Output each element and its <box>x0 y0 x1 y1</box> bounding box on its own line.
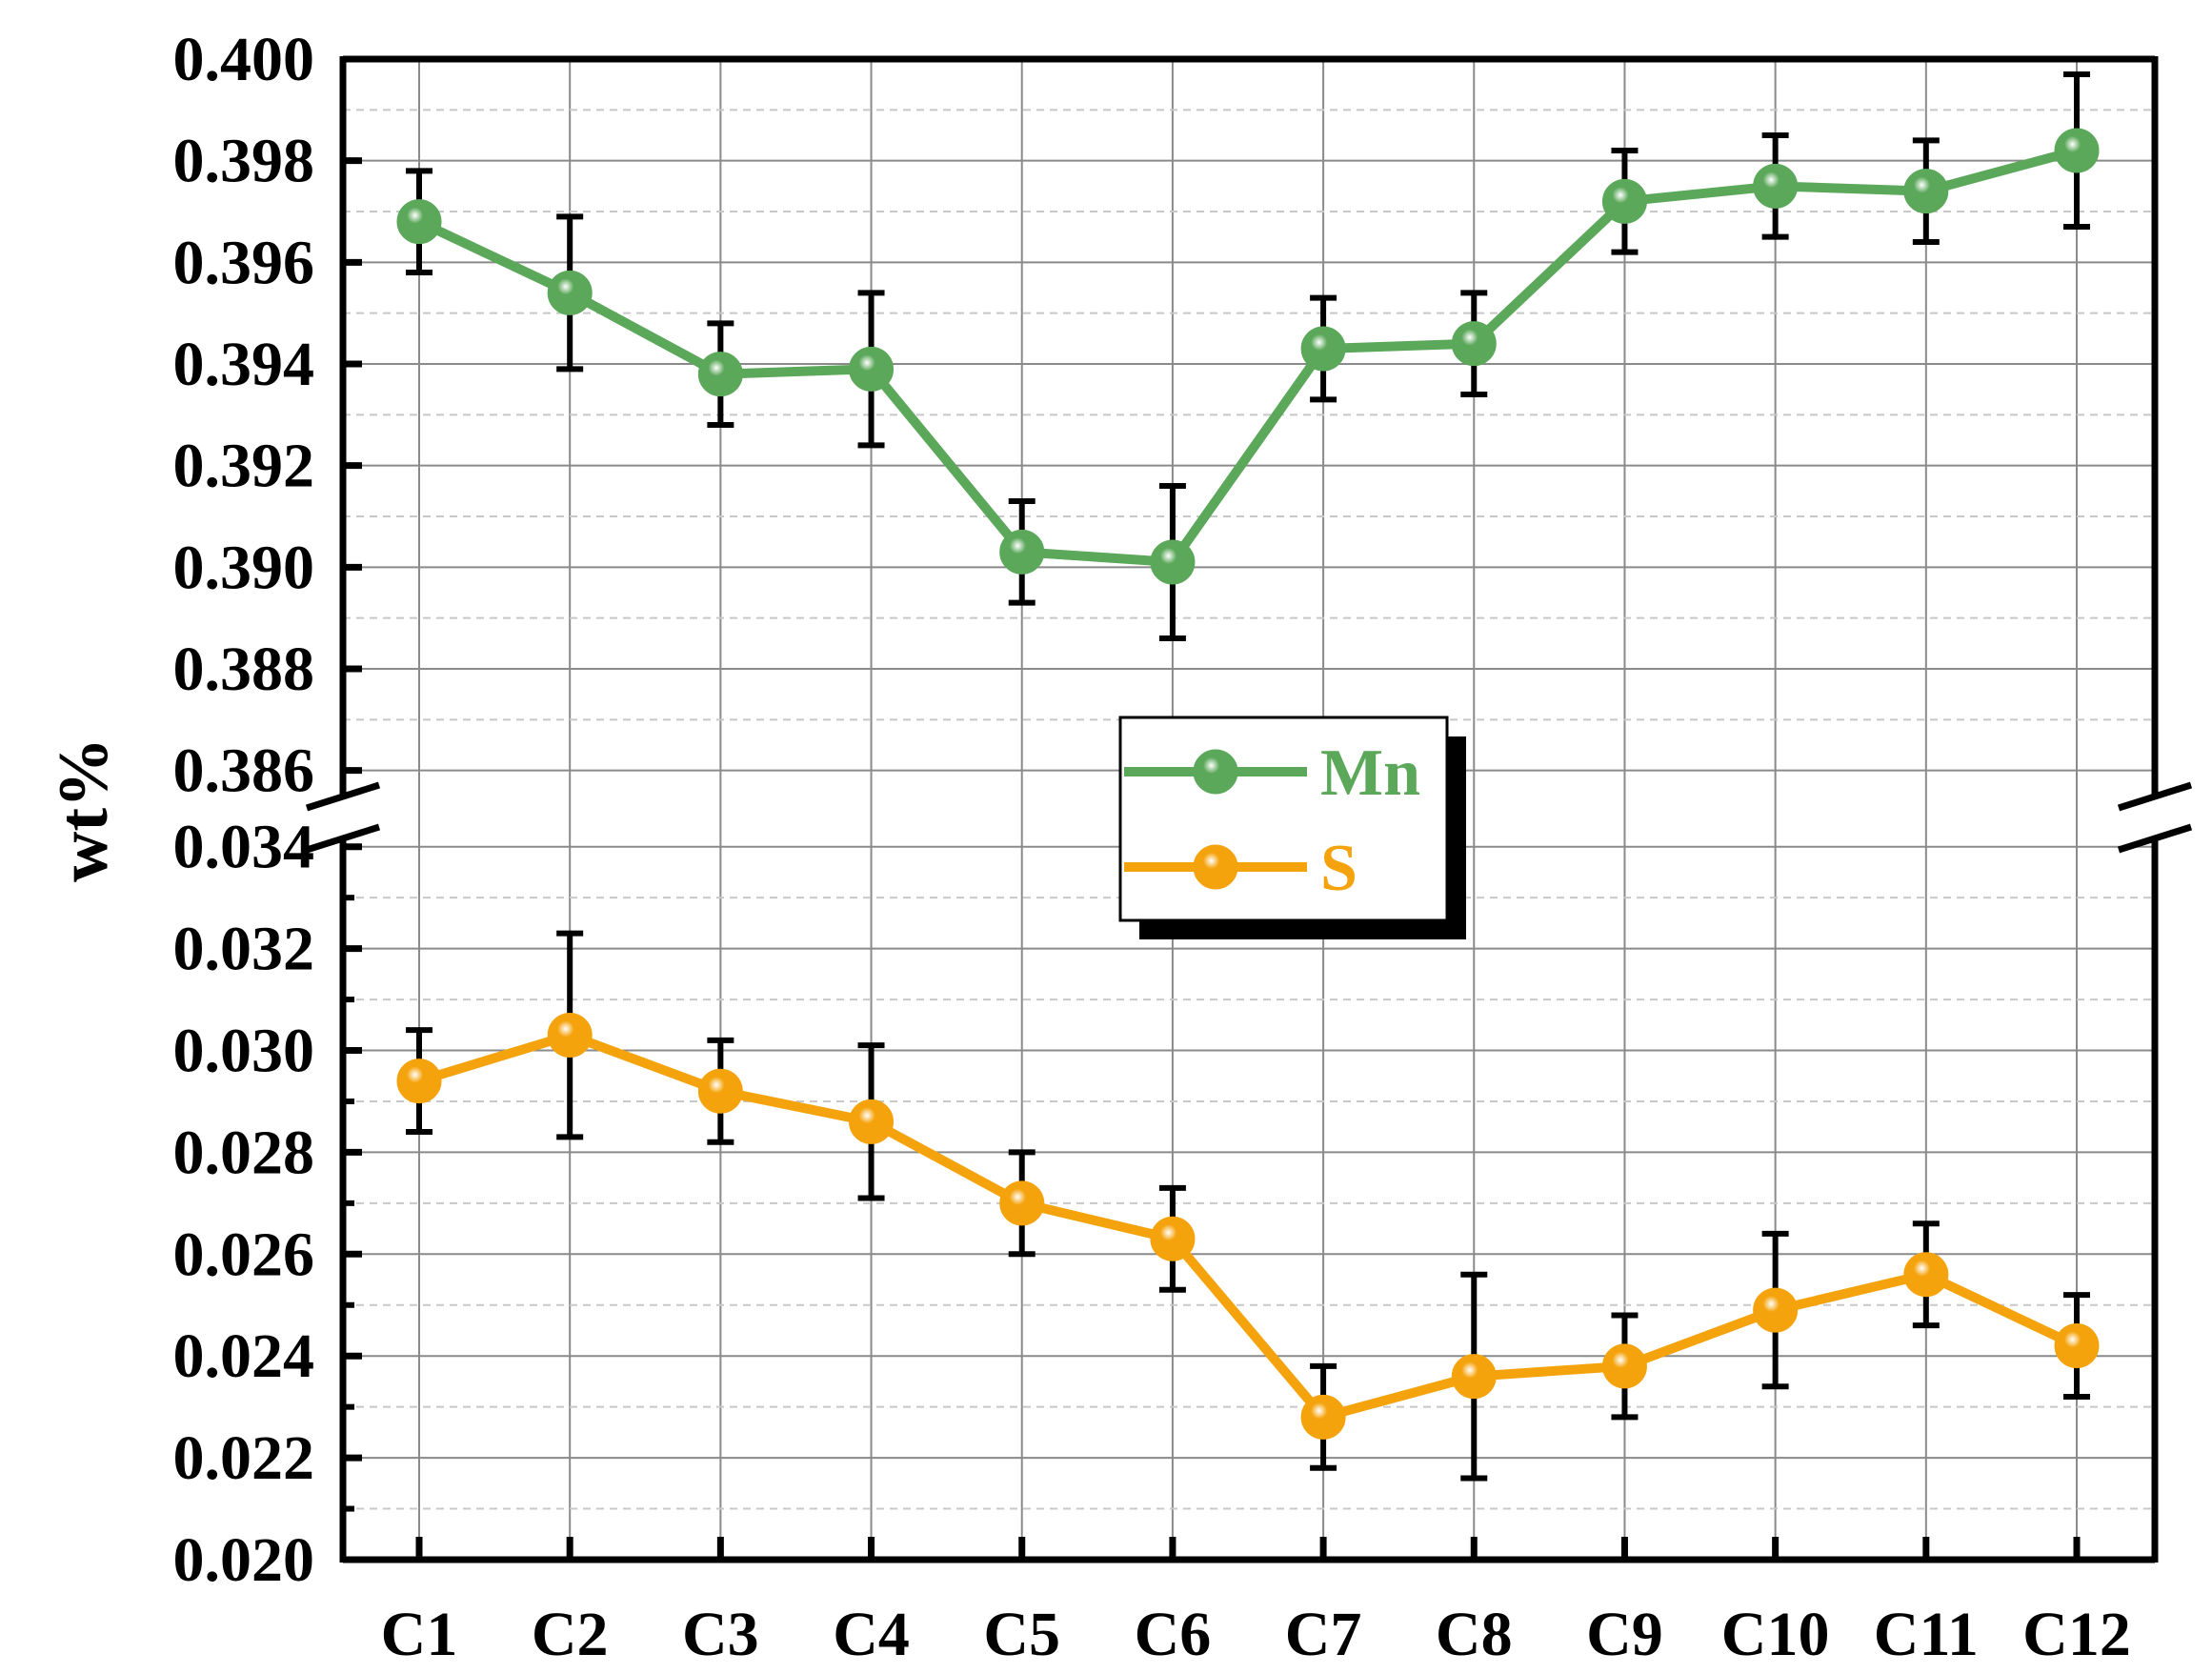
plot-frame <box>305 55 2193 1563</box>
data-point <box>1903 1252 1949 1298</box>
data-point <box>396 1059 442 1104</box>
y-tick-label: 0.024 <box>173 1321 315 1391</box>
x-tick-label: C9 <box>1586 1600 1663 1669</box>
data-point <box>1903 169 1949 214</box>
x-tick-label: C11 <box>1874 1600 1979 1669</box>
x-tick-label: C8 <box>1436 1600 1513 1669</box>
y-tick-label: 0.032 <box>173 915 315 984</box>
y-tick-label: 0.400 <box>173 25 315 94</box>
x-tick-label: C6 <box>1135 1600 1212 1669</box>
legend-marker-Mn <box>1193 749 1238 795</box>
legend-label-S: S <box>1320 832 1357 905</box>
series-Mn <box>396 71 2100 641</box>
legend-label-Mn: Mn <box>1320 736 1420 810</box>
y-tick-label: 0.390 <box>173 533 315 602</box>
series-S <box>396 930 2100 1482</box>
data-point <box>697 1068 743 1114</box>
x-tick-label: C10 <box>1721 1600 1830 1669</box>
y-tick-label: 0.020 <box>173 1525 315 1595</box>
axis-ticks: 0.400 0.398 0.396 0.394 0.392 0.390 0.388 0.386… <box>173 25 2131 1669</box>
data-point <box>999 529 1045 575</box>
axis-break-mark <box>2117 823 2193 854</box>
data-point <box>1300 1394 1346 1440</box>
series-line <box>416 146 2079 567</box>
legend-marker-S <box>1193 844 1238 890</box>
y-tick-label: 0.034 <box>173 813 315 882</box>
y-tick-label: 0.388 <box>173 635 315 704</box>
y-axis-label: wt% <box>45 737 123 882</box>
x-tick-label: C2 <box>532 1600 609 1669</box>
data-point <box>849 346 895 392</box>
y-tick-label: 0.028 <box>173 1118 315 1187</box>
series-line <box>417 1030 2080 1422</box>
y-tick-label: 0.030 <box>173 1017 315 1086</box>
y-tick-label: 0.392 <box>173 432 315 501</box>
legend: Mn S <box>1118 716 1466 939</box>
data-point <box>2054 1323 2100 1369</box>
data-point <box>396 199 442 245</box>
data-point <box>849 1099 895 1144</box>
axis-break-mark <box>305 823 381 854</box>
x-tick-label: C5 <box>983 1600 1060 1669</box>
y-tick-label: 0.398 <box>173 127 315 196</box>
legend-box <box>1118 716 1449 922</box>
y-tick-label: 0.386 <box>173 736 315 806</box>
y-tick-label: 0.394 <box>173 330 315 399</box>
data-point <box>1753 1287 1799 1333</box>
y-tick-label: 0.396 <box>173 228 315 297</box>
data-point <box>1150 539 1196 585</box>
x-tick-label: C7 <box>1285 1600 1362 1669</box>
data-point <box>2054 128 2100 173</box>
series-layer <box>396 71 2100 1482</box>
data-point <box>1601 1343 1647 1389</box>
data-point <box>999 1180 1045 1226</box>
data-point <box>547 270 593 315</box>
data-point <box>697 352 743 397</box>
axis-break-mark <box>305 781 381 812</box>
x-tick-label: C3 <box>682 1600 759 1669</box>
data-point <box>1753 163 1799 209</box>
data-point <box>1300 326 1346 372</box>
y-tick-label: 0.026 <box>173 1220 315 1289</box>
axis-break-mark <box>2117 781 2193 812</box>
y-tick-label: 0.022 <box>173 1423 315 1493</box>
data-point <box>547 1012 593 1058</box>
data-point <box>1451 1354 1497 1400</box>
x-tick-label: C4 <box>833 1600 910 1669</box>
data-point <box>1601 178 1647 224</box>
x-tick-label: C1 <box>381 1600 458 1669</box>
data-point <box>1451 321 1497 367</box>
x-tick-label: C12 <box>2022 1600 2131 1669</box>
data-point <box>1150 1216 1196 1261</box>
